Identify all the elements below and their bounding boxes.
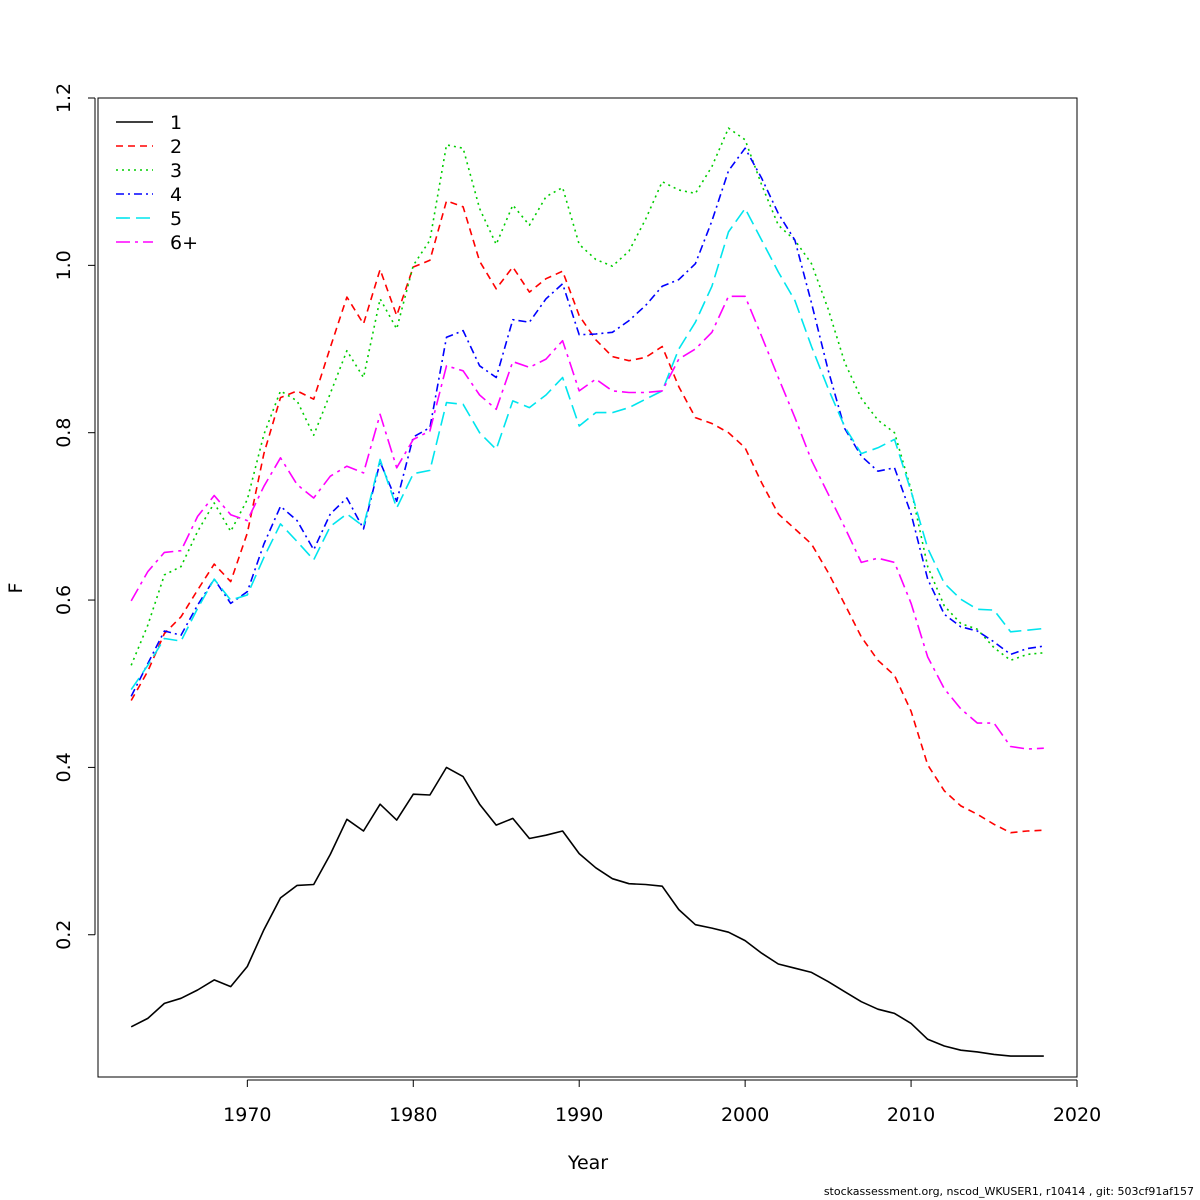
x-tick-label: 1980 <box>389 1104 437 1126</box>
legend-label-1: 1 <box>170 112 182 134</box>
y-tick-label: 1.0 <box>53 250 75 280</box>
series-line-2 <box>130 200 1044 834</box>
x-axis: 1970 1980 1990 2000 2010 2020 <box>223 1079 1101 1126</box>
footer-credit: stockassessment.org, nscod_WKUSER1, r104… <box>823 1185 1194 1198</box>
series-line-4 <box>130 147 1044 697</box>
x-tick-label: 2000 <box>721 1104 769 1126</box>
series-line-6 <box>130 295 1044 750</box>
y-tick-label: 0.2 <box>53 920 75 950</box>
plot-frame <box>97 97 1078 1078</box>
series-line-3 <box>130 127 1044 666</box>
series-line-5 <box>130 207 1044 691</box>
y-axis-label: F <box>5 583 27 594</box>
legend-label-2: 2 <box>170 136 182 158</box>
x-tick-label: 2010 <box>887 1104 935 1126</box>
y-tick-label: 0.6 <box>53 585 75 615</box>
x-tick-label: 1990 <box>555 1104 603 1126</box>
y-tick-label: 1.2 <box>53 83 75 113</box>
x-axis-label: Year <box>567 1152 608 1174</box>
legend-label-4: 4 <box>170 184 182 206</box>
legend-label-6: 6+ <box>170 232 198 254</box>
x-tick-label: 2020 <box>1053 1104 1101 1126</box>
legend-label-3: 3 <box>170 160 182 182</box>
y-tick-label: 0.8 <box>53 418 75 448</box>
series-line-1 <box>130 766 1044 1057</box>
y-axis: 0.2 0.4 0.6 0.8 1.0 1.2 <box>53 83 96 950</box>
x-tick-label: 1970 <box>223 1104 271 1126</box>
legend-label-5: 5 <box>170 208 182 230</box>
series-lines <box>130 127 1044 1057</box>
y-tick-label: 0.4 <box>53 752 75 782</box>
